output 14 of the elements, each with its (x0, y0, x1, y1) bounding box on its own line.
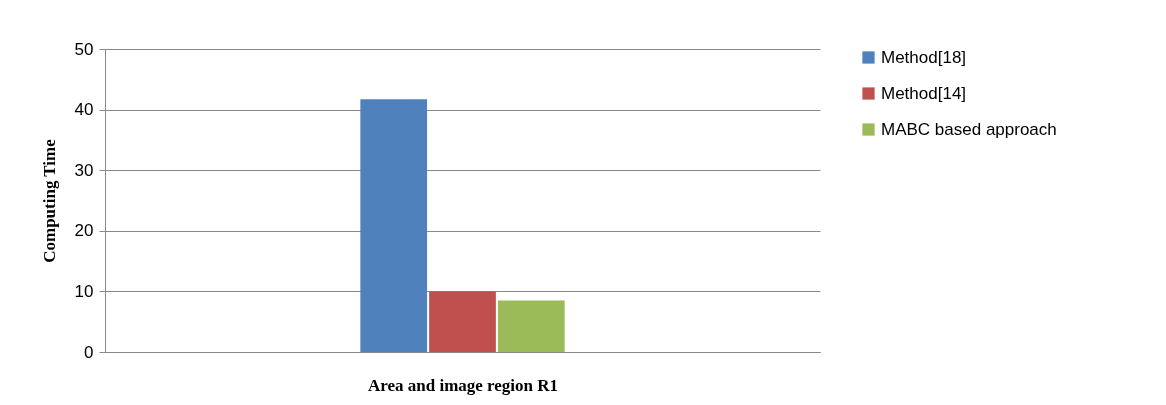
x-axis-title: Area and image region R1 (367, 375, 559, 395)
bar (360, 99, 428, 352)
bar (429, 291, 496, 352)
bar (497, 300, 565, 352)
y-tick-label: 40 (74, 100, 94, 120)
legend-label: Method[18] (881, 47, 967, 67)
y-tick-label: 30 (74, 160, 94, 180)
legend-label: MABC based approach (881, 119, 1057, 139)
legend-label: Method[14] (881, 83, 967, 103)
y-axis-title: Computing Time (39, 138, 59, 263)
y-tick-label: 50 (74, 39, 94, 59)
y-tick-label: 10 (74, 281, 94, 301)
y-tick-label: 0 (84, 342, 94, 362)
y-tick-label: 20 (74, 221, 94, 241)
